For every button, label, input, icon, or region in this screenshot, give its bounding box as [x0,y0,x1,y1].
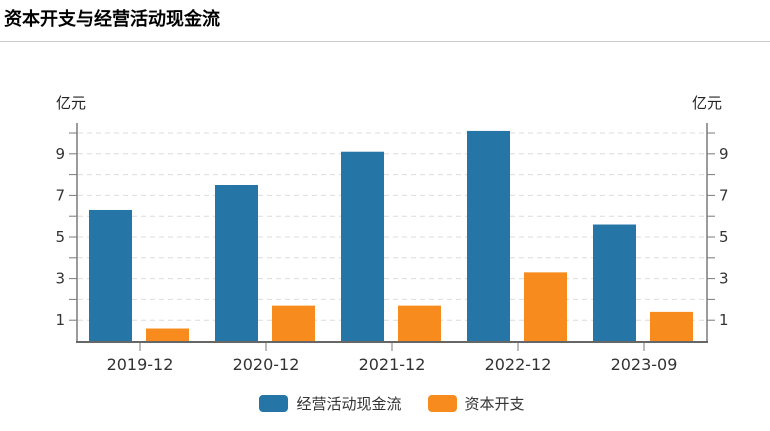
y-axis-label-right: 9 [719,145,729,163]
bar-capex-2023-09[interactable] [650,311,693,341]
bar-capex-2019-12[interactable] [146,328,189,341]
bar-operating-cashflow-2022-12[interactable] [467,130,510,341]
y-axis-label-left: 7 [55,186,65,204]
x-axis-label-2021-12: 2021-12 [359,355,426,374]
bar-capex-2020-12[interactable] [272,305,315,341]
y-axis-label-right: 1 [719,311,729,329]
bar-operating-cashflow-2021-12[interactable] [341,151,384,341]
y-axis-label-right: 7 [719,186,729,204]
title-divider [0,41,770,42]
legend-item-capex[interactable]: 资本开支 [427,393,525,414]
y-axis-label-right: 3 [719,270,729,288]
y-axis-unit-left: 亿元 [56,94,87,112]
x-axis-label-2019-12: 2019-12 [107,355,174,374]
bar-capex-2022-12[interactable] [524,272,567,341]
legend-item-operating-cashflow[interactable]: 经营活动现金流 [259,393,402,414]
legend-swatch-capex [427,395,457,412]
legend-swatch-operating-cashflow [259,395,289,412]
x-axis-label-2020-12: 2020-12 [233,355,300,374]
y-axis-label-left: 3 [55,270,65,288]
x-axis-label-2022-12: 2022-12 [485,355,552,374]
y-axis-label-right: 5 [719,228,729,246]
y-axis-label-left: 9 [55,145,65,163]
y-axis-unit-right: 亿元 [691,94,722,112]
bar-operating-cashflow-2020-12[interactable] [215,185,258,341]
y-axis-label-left: 1 [55,311,65,329]
bar-operating-cashflow-2019-12[interactable] [89,209,132,341]
bar-operating-cashflow-2023-09[interactable] [593,224,636,341]
legend-label-operating-cashflow: 经营活动现金流 [296,395,402,413]
chart-title: 资本开支与经营活动现金流 [4,9,220,30]
chart-legend: 经营活动现金流 资本开支 [77,393,707,414]
x-axis-label-2023-09: 2023-09 [611,355,678,374]
legend-label-capex: 资本开支 [464,395,525,413]
bar-capex-2021-12[interactable] [398,305,441,341]
y-axis-label-left: 5 [55,228,65,246]
